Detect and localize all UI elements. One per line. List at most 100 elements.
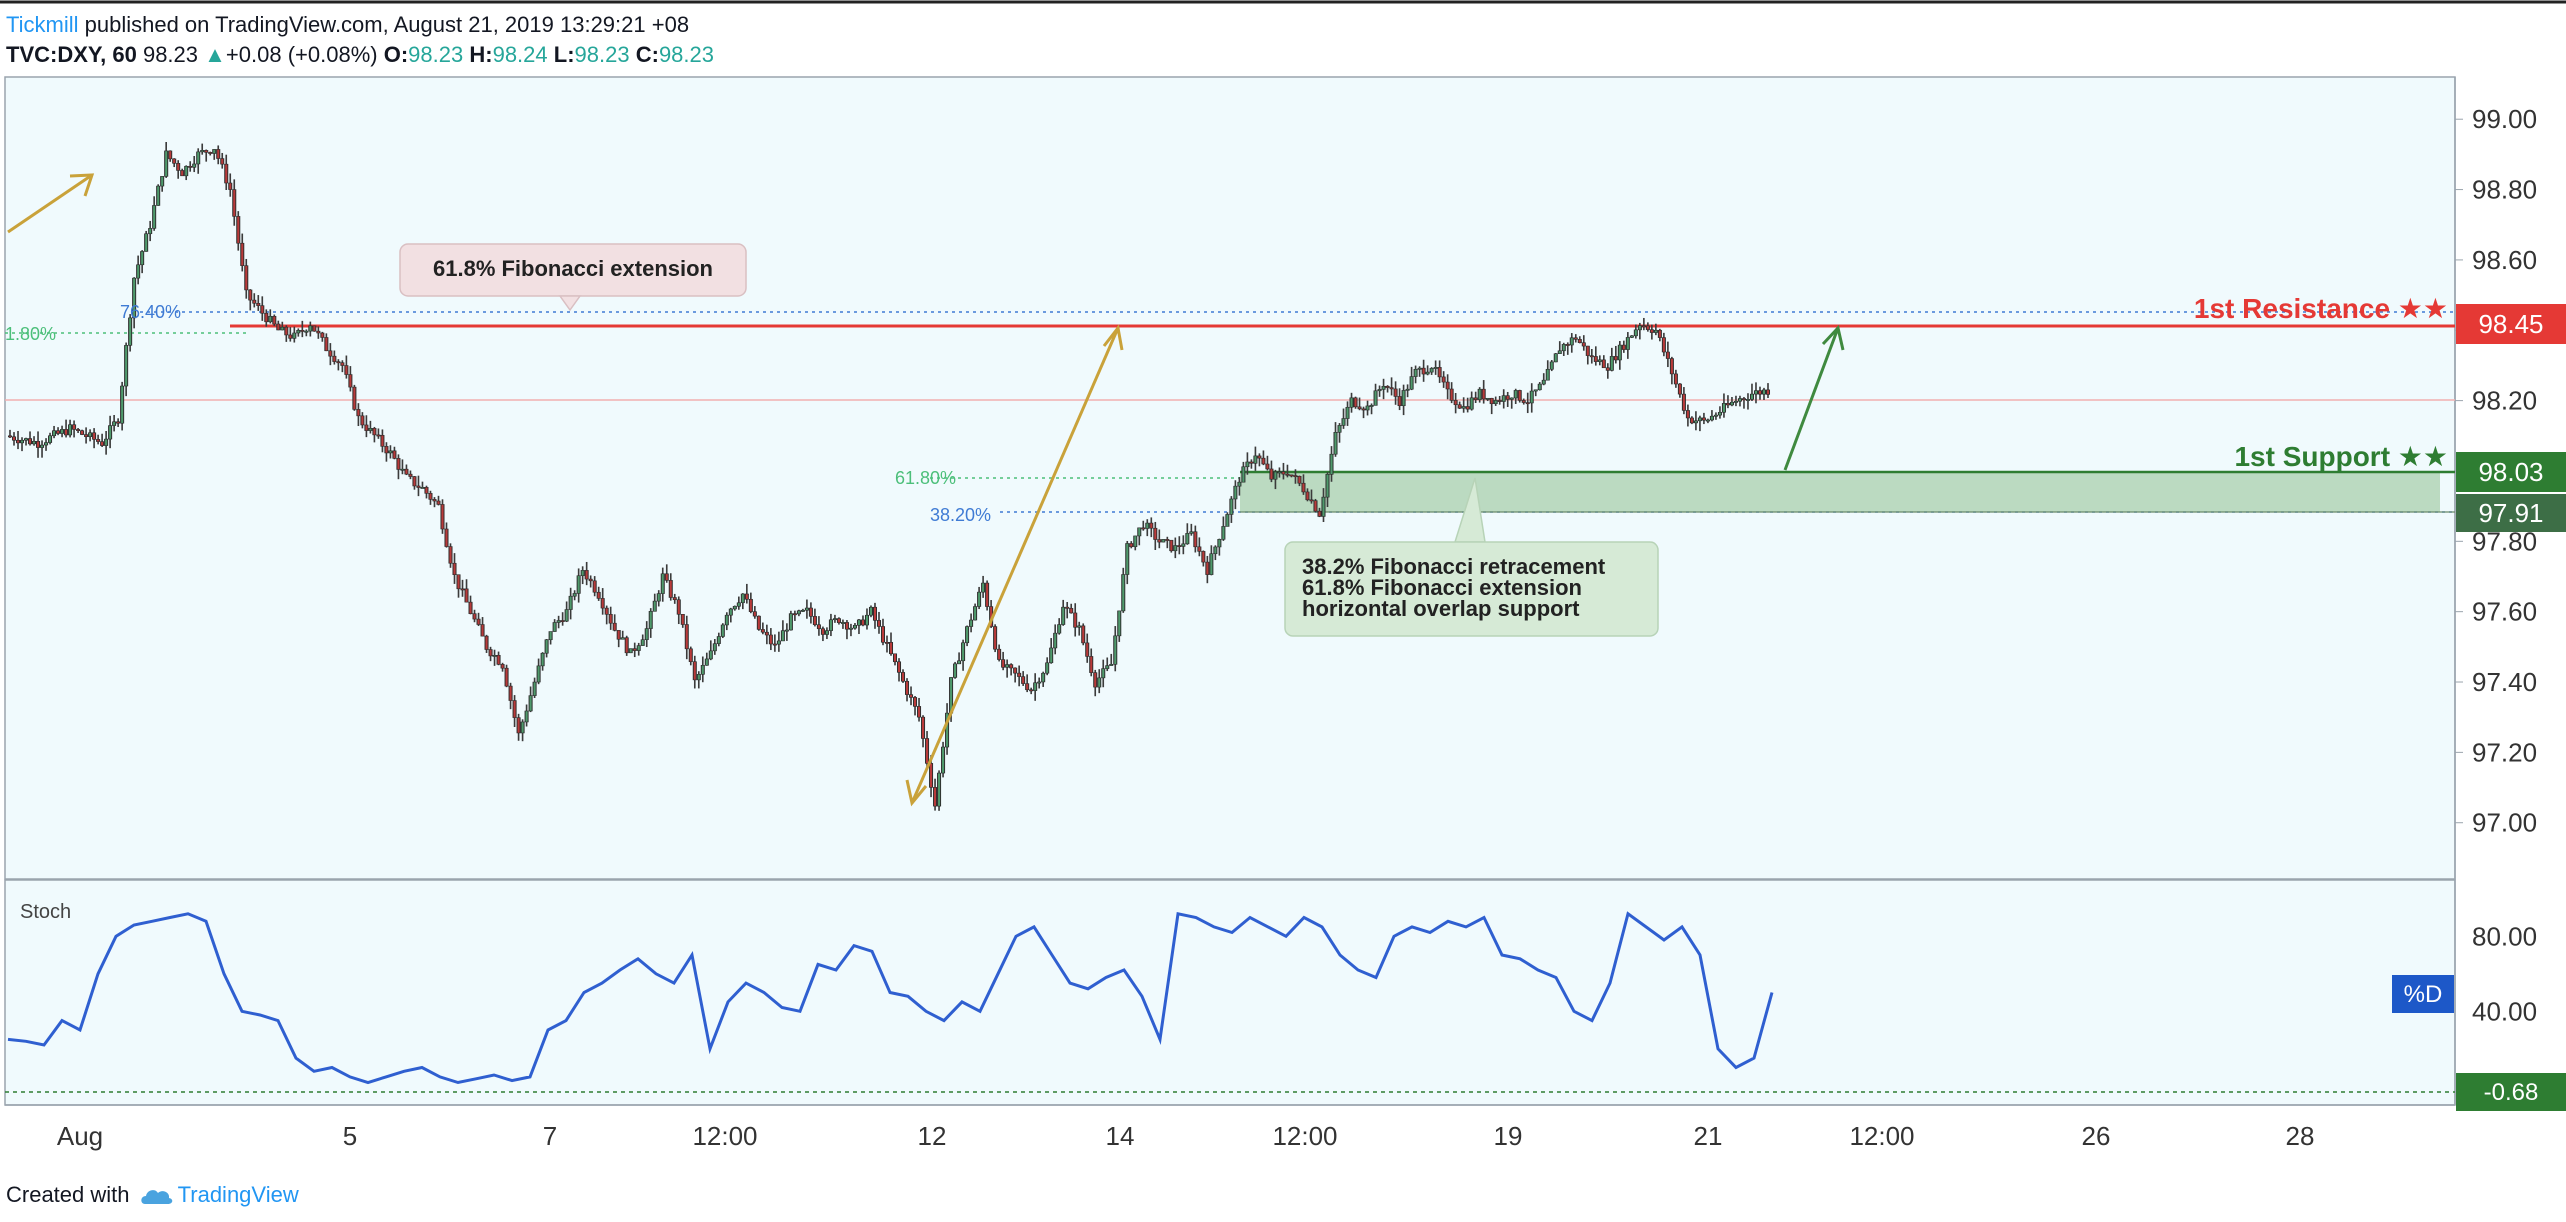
candle-body [216, 149, 221, 159]
candle-body [1765, 389, 1771, 395]
candle-body [416, 485, 421, 488]
candle-body [368, 428, 373, 431]
candle-body [492, 654, 497, 657]
published-text: published on TradingView.com, August 21,… [78, 12, 690, 37]
candle-body [404, 468, 409, 475]
candle-body [564, 609, 569, 622]
candle-body [1585, 345, 1590, 356]
candle-body [1137, 527, 1142, 537]
candle-body [1445, 381, 1450, 390]
candle-body [316, 330, 321, 334]
stoch-line[interactable] [7, 911, 1774, 1085]
candle-body [572, 593, 577, 597]
candle-body [852, 625, 857, 629]
candle-body [488, 649, 493, 657]
time-tick-label: 21 [1694, 1121, 1723, 1151]
candle-body [444, 528, 449, 547]
candle-body [848, 627, 853, 630]
callout-fib-extension[interactable]: 61.8% Fibonacci extension [399, 243, 747, 312]
support-zone[interactable] [1240, 472, 2440, 512]
callout-support-confluence[interactable]: 38.2% Fibonacci retracement 61.8% Fibona… [1284, 477, 1659, 637]
candle-body [140, 251, 145, 266]
candle-body [1389, 387, 1394, 390]
candle-body [1681, 393, 1686, 411]
candle-body [1277, 471, 1282, 474]
candle-body [308, 325, 313, 332]
candle-body [1329, 453, 1334, 475]
candle-body [268, 315, 273, 323]
candle-body [504, 667, 509, 687]
candlestick-series[interactable] [7, 141, 1771, 811]
candle-body [388, 450, 393, 454]
support-badge [2456, 452, 2566, 492]
candle-body [288, 334, 293, 339]
candle-body [396, 458, 401, 470]
candle-body [1361, 408, 1366, 411]
time-axis[interactable]: Aug 5 7 12:00 12 14 12:00 19 21 12:00 26 28 [57, 1121, 2315, 1151]
candle-body [524, 710, 529, 723]
candle-body [244, 265, 249, 291]
candle-body [1017, 672, 1022, 677]
candle-body [392, 450, 397, 459]
candle-body [128, 317, 133, 346]
candle-body [969, 619, 974, 627]
time-tick-label: 12:00 [692, 1121, 757, 1151]
candle-body [888, 642, 894, 655]
price-tick-label: 97.20 [2472, 737, 2537, 767]
candle-body [476, 618, 481, 625]
candle-body [1305, 491, 1310, 501]
candle-body [20, 439, 25, 444]
candle-body [644, 628, 649, 641]
candle-body [1353, 397, 1358, 408]
candle-body [1497, 400, 1502, 402]
chart-header: Tickmill published on TradingView.com, A… [6, 10, 714, 70]
candle-body [172, 158, 177, 164]
candle-body [1165, 539, 1170, 541]
candle-body [1453, 400, 1458, 406]
arrows [7, 173, 1845, 807]
candle-body [628, 648, 633, 654]
candle-body [880, 626, 886, 643]
stochastic-pane[interactable] [4, 879, 2456, 1106]
candle-body [1373, 390, 1378, 406]
tradingview-brand[interactable]: TradingView [177, 1182, 299, 1207]
candle-body [1437, 367, 1442, 378]
candle-body [300, 329, 305, 332]
candle-body [408, 473, 413, 477]
candle-body [560, 620, 565, 622]
author-link[interactable]: Tickmill [6, 12, 79, 37]
candle-body [336, 361, 341, 364]
candle-body [780, 630, 785, 642]
stoch-d-badge-text: %D [2404, 981, 2443, 1008]
candle-body [440, 504, 445, 530]
candle-body [732, 605, 737, 610]
candle-body [616, 630, 621, 640]
candle-body [496, 654, 501, 665]
candle-body [276, 323, 281, 331]
candle-body [668, 580, 673, 598]
candle-body [1341, 418, 1346, 426]
candle-body [424, 487, 429, 494]
candle-body [384, 446, 389, 454]
candle-body [688, 648, 693, 662]
candle-body [792, 613, 797, 616]
candle-body [556, 620, 561, 623]
candle-body [1129, 543, 1134, 548]
candle-body [84, 434, 89, 438]
candle-body [1397, 396, 1402, 407]
candle-body [1501, 395, 1506, 402]
candle-body [252, 299, 257, 304]
candle-body [620, 637, 625, 640]
price-tick-label: 98.60 [2472, 245, 2537, 275]
candle-body [764, 631, 769, 636]
candle-body [1105, 665, 1110, 669]
candle-body [1073, 612, 1078, 628]
candle-body [1237, 481, 1242, 487]
candle-body [60, 429, 65, 434]
candle-body [212, 149, 217, 154]
candle-body [1729, 401, 1734, 406]
time-tick-label: 19 [1494, 1121, 1523, 1151]
candle-body [1201, 551, 1206, 563]
candle-body [636, 645, 641, 651]
